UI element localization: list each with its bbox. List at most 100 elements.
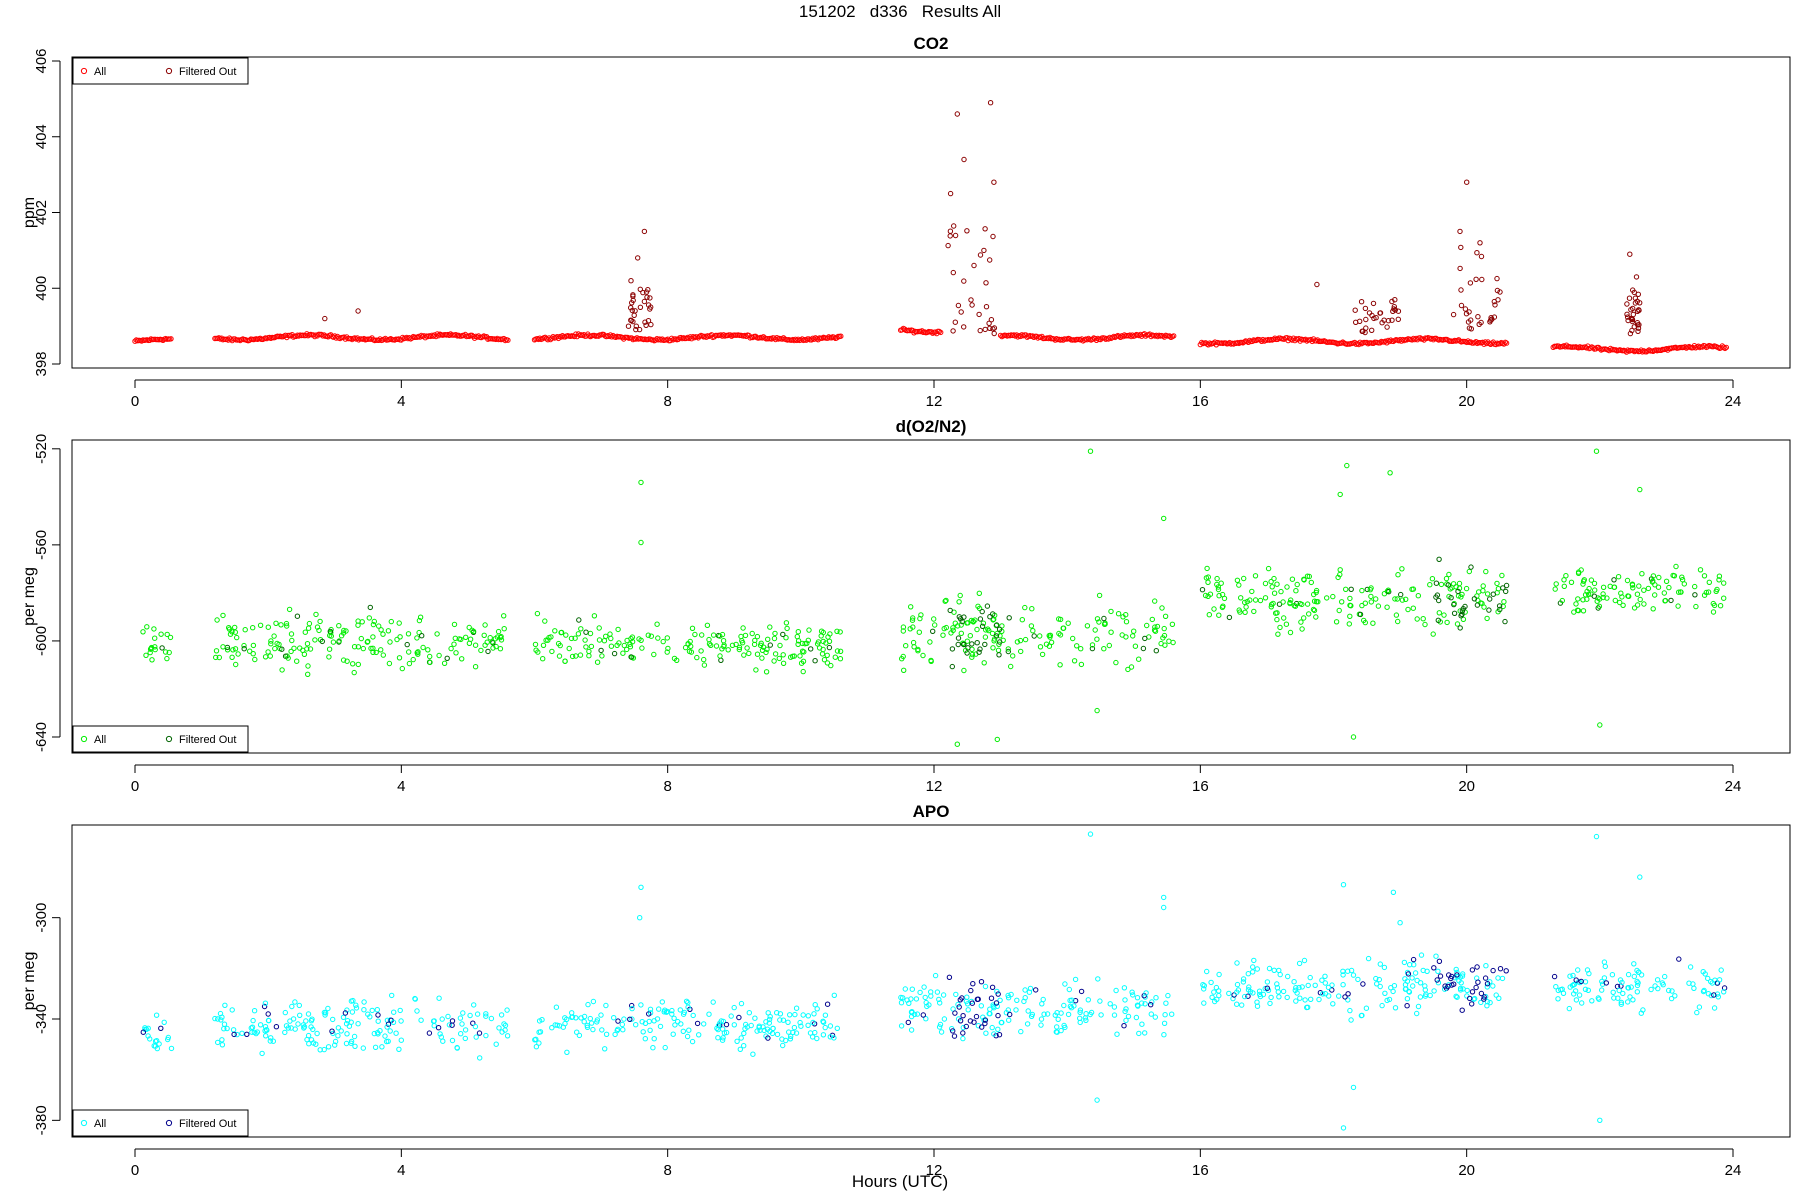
point-all xyxy=(266,1017,272,1024)
point-all xyxy=(937,1000,943,1006)
point-filtered xyxy=(975,996,981,1002)
point-all xyxy=(154,1038,160,1044)
point-filtered xyxy=(444,655,450,661)
point-all xyxy=(1484,591,1491,597)
point-all xyxy=(800,668,806,675)
point-all xyxy=(1585,987,1592,993)
point-filtered xyxy=(961,156,967,163)
point-all xyxy=(616,640,622,646)
point-all xyxy=(1287,629,1294,636)
point-all xyxy=(1340,972,1346,978)
point-filtered xyxy=(241,646,247,652)
point-all xyxy=(837,648,844,654)
point-all xyxy=(723,1029,730,1036)
point-filtered xyxy=(995,991,1001,997)
point-all xyxy=(153,1012,160,1018)
point-all xyxy=(1005,995,1012,1001)
point-filtered xyxy=(736,1014,742,1021)
point-all xyxy=(147,1036,153,1042)
point-all xyxy=(335,1033,341,1039)
plot-frame xyxy=(71,824,1791,1138)
point-all xyxy=(272,645,278,652)
point-all xyxy=(1132,643,1139,649)
point-all xyxy=(148,644,155,651)
point-all xyxy=(566,645,572,652)
point-all xyxy=(212,1015,218,1022)
point-all xyxy=(1289,576,1296,582)
point-all xyxy=(1361,617,1367,624)
point-all xyxy=(736,646,742,653)
point-all xyxy=(1702,971,1708,977)
point-all xyxy=(289,637,295,644)
point-filtered xyxy=(637,286,643,292)
point-all xyxy=(344,1007,350,1013)
point-filtered xyxy=(583,629,589,635)
point-all xyxy=(1450,581,1457,587)
point-all xyxy=(498,633,504,640)
point-all xyxy=(814,1006,820,1012)
point-all xyxy=(1705,991,1712,997)
point-all xyxy=(599,1027,605,1033)
point-all xyxy=(1553,581,1559,587)
point-all xyxy=(1363,1005,1370,1011)
point-all xyxy=(1453,993,1459,999)
point-all xyxy=(1456,580,1463,587)
point-all xyxy=(1054,1010,1060,1016)
point-all xyxy=(352,1043,358,1050)
point-all xyxy=(729,642,736,648)
point-all xyxy=(1655,985,1661,992)
point-filtered xyxy=(645,287,651,293)
point-filtered xyxy=(1345,991,1351,997)
point-filtered xyxy=(319,638,325,645)
point-filtered xyxy=(1451,601,1457,608)
point-all xyxy=(1057,632,1064,638)
point-all xyxy=(483,1013,489,1019)
point-all xyxy=(674,657,680,663)
legend-marker xyxy=(165,1119,173,1127)
point-all xyxy=(1057,662,1063,668)
point-filtered xyxy=(1692,592,1698,598)
point-all xyxy=(325,1044,332,1050)
point-all xyxy=(1375,603,1382,609)
point-filtered xyxy=(1389,317,1395,323)
point-all xyxy=(1392,596,1398,602)
point-all xyxy=(1301,577,1307,583)
point-outlier xyxy=(1094,1097,1100,1103)
point-all xyxy=(436,995,442,1001)
point-all xyxy=(1039,651,1046,658)
point-filtered xyxy=(950,1028,956,1034)
panel-title: d(O2/N2) xyxy=(896,417,967,436)
point-all xyxy=(744,645,750,651)
point-all xyxy=(1085,997,1092,1003)
point-filtered xyxy=(976,311,982,318)
point-filtered xyxy=(1633,274,1640,280)
point-filtered xyxy=(1348,586,1354,592)
point-all xyxy=(672,1022,678,1028)
point-all xyxy=(569,1014,575,1020)
point-all xyxy=(915,646,921,653)
point-all xyxy=(1061,1002,1067,1009)
point-all xyxy=(1435,968,1441,974)
point-all xyxy=(1069,997,1075,1003)
point-all xyxy=(696,1032,702,1038)
point-all xyxy=(953,991,959,998)
legend-marker xyxy=(165,67,173,75)
point-filtered xyxy=(1433,580,1440,586)
point-filtered xyxy=(978,979,985,985)
point-all xyxy=(752,1015,758,1021)
point-all xyxy=(1601,959,1608,965)
point-all xyxy=(1427,582,1433,588)
point-all xyxy=(687,638,693,645)
point-all xyxy=(322,1012,328,1018)
point-outlier xyxy=(1597,1117,1603,1124)
point-all xyxy=(586,648,592,655)
point-all xyxy=(1435,980,1442,986)
point-all xyxy=(295,1021,301,1027)
point-all xyxy=(332,1038,339,1045)
point-all xyxy=(1144,622,1150,629)
point-all xyxy=(640,1029,646,1035)
point-all xyxy=(917,615,923,622)
point-filtered xyxy=(1398,591,1404,598)
point-all xyxy=(837,656,844,662)
point-all xyxy=(358,635,364,642)
